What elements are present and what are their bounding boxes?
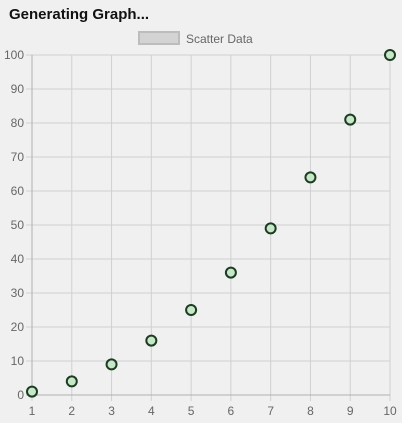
legend-swatch[interactable] (138, 31, 180, 45)
chart-grid (26, 54, 391, 401)
y-tick-label: 60 (11, 184, 25, 198)
x-tick-label: 7 (267, 404, 274, 418)
y-tick-label: 90 (11, 82, 25, 96)
scatter-point[interactable] (304, 171, 317, 184)
y-tick-label: 10 (11, 354, 25, 368)
x-tick-label: 4 (148, 404, 155, 418)
chart-legend[interactable]: Scatter Data (138, 31, 253, 46)
scatter-point[interactable] (344, 113, 357, 126)
y-tick-label: 20 (11, 320, 25, 334)
y-tick-label: 0 (17, 388, 24, 402)
y-tick-label: 50 (11, 218, 25, 232)
x-tick-label: 8 (307, 404, 314, 418)
page-title: Generating Graph... (9, 6, 150, 23)
y-tick-label: 70 (11, 150, 25, 164)
scatter-point[interactable] (264, 222, 277, 235)
x-tick-label: 2 (68, 404, 75, 418)
scatter-point[interactable] (185, 304, 198, 316)
y-tick-label: 100 (4, 48, 24, 62)
x-tick-label: 6 (228, 404, 235, 418)
legend-label[interactable]: Scatter Data (186, 32, 253, 46)
y-tick-label: 40 (11, 252, 25, 266)
chart-axes: 0 10 20 30 40 50 60 70 80 90 100 1 2 3 4 5 6 7 8 9 10 (4, 48, 397, 418)
scatter-point[interactable] (26, 385, 38, 398)
scatter-point[interactable] (105, 358, 118, 371)
scatter-point[interactable] (145, 334, 158, 347)
scatter-point[interactable] (384, 49, 396, 61)
x-tick-label: 10 (383, 404, 397, 418)
x-tick-label: 3 (108, 404, 115, 418)
scatter-point[interactable] (65, 375, 78, 388)
x-tick-label: 5 (188, 404, 195, 418)
y-tick-label: 80 (11, 116, 25, 130)
x-tick-label: 9 (347, 404, 354, 418)
y-tick-label: 30 (11, 286, 25, 300)
scatter-point[interactable] (224, 266, 237, 279)
chart-points (26, 49, 396, 398)
x-tick-label: 1 (29, 404, 36, 418)
